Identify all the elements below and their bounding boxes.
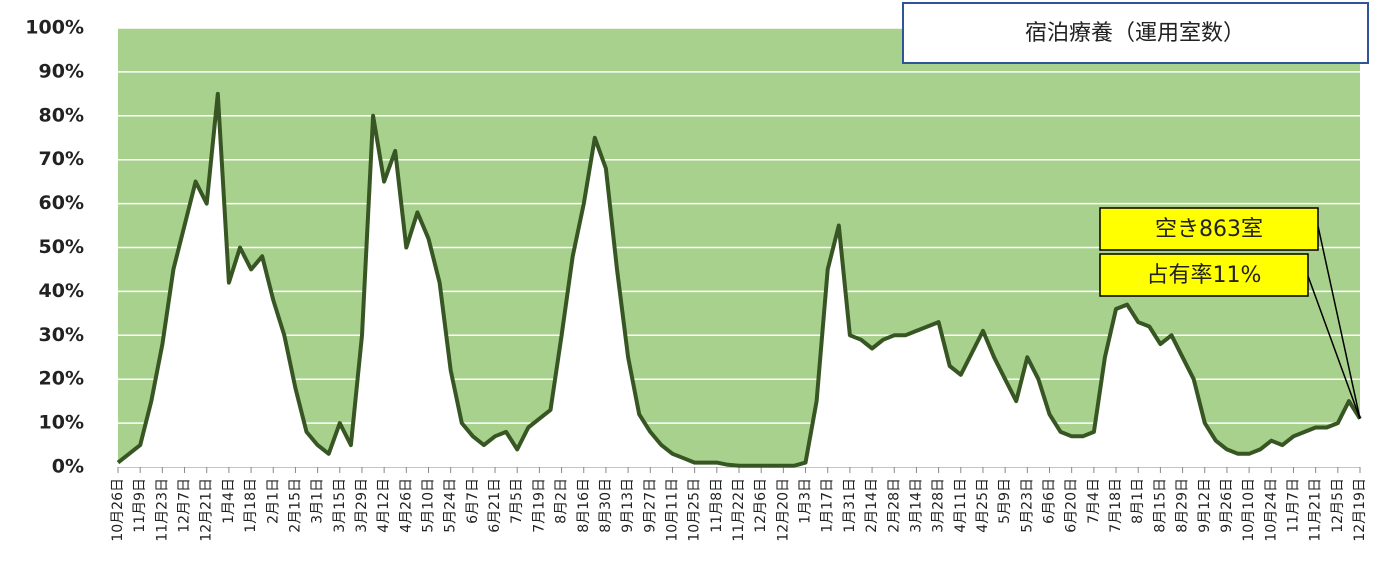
- leader-line: [1307, 275, 1361, 419]
- x-tick-label: 12月6日: [753, 478, 769, 533]
- x-tick-label: 6月6日: [1042, 478, 1058, 524]
- y-tick-label: 30%: [39, 324, 84, 346]
- x-tick-label: 3月14日: [908, 478, 924, 533]
- y-tick-label: 50%: [39, 236, 84, 258]
- y-tick-label: 90%: [39, 60, 84, 82]
- x-tick-label: 5月9日: [997, 478, 1013, 524]
- y-tick-label: 0%: [52, 456, 84, 478]
- x-tick-label: 6月7日: [465, 478, 481, 524]
- x-tick-label: 10月25日: [687, 478, 703, 542]
- chart-title: 宿泊療養（運用室数）: [1025, 21, 1245, 46]
- x-tick-label: 12月19日: [1352, 478, 1368, 542]
- y-tick-label: 60%: [39, 192, 84, 214]
- x-tick-label: 1月31日: [842, 478, 858, 533]
- x-tick-label: 12月5日: [1330, 478, 1346, 533]
- x-tick-label: 9月13日: [620, 478, 636, 533]
- x-tick-label: 8月2日: [554, 478, 570, 524]
- y-tick-label: 100%: [25, 17, 84, 39]
- x-tick-label: 1月3日: [798, 478, 814, 524]
- x-tick-label: 2月15日: [287, 478, 303, 533]
- x-tick-label: 7月19日: [531, 478, 547, 533]
- x-tick-label: 4月12日: [376, 478, 392, 533]
- y-tick-label: 20%: [39, 368, 84, 390]
- x-tick-label: 2月14日: [864, 478, 880, 533]
- x-tick-label: 9月27日: [642, 478, 658, 533]
- y-tick-label: 40%: [39, 280, 84, 302]
- x-tick-label: 12月20日: [775, 478, 791, 542]
- x-tick-label: 5月24日: [443, 478, 459, 533]
- x-tick-label: 5月23日: [1019, 478, 1035, 533]
- x-tick-label: 12月21日: [199, 478, 215, 542]
- x-tick-label: 10月24日: [1263, 478, 1279, 542]
- annotation: 空き863室: [1155, 217, 1263, 242]
- x-tick-label: 1月17日: [820, 478, 836, 533]
- area-fill: [118, 93, 1360, 468]
- annotation: 占有率11%: [1147, 263, 1262, 288]
- x-tick-label: 10月11日: [664, 478, 680, 542]
- x-tick-label: 7月4日: [1086, 478, 1102, 524]
- title-box: [902, 2, 1369, 64]
- x-tick-label: 1月4日: [221, 478, 237, 524]
- x-tick-label: 5月10日: [421, 478, 437, 533]
- annotation-box: [1099, 207, 1319, 251]
- x-tick-label: 8月16日: [576, 478, 592, 533]
- x-tick-label: 7月5日: [509, 478, 525, 524]
- x-tick-label: 6月21日: [487, 478, 503, 533]
- x-tick-label: 11月7日: [1285, 478, 1301, 533]
- x-tick-label: 11月23日: [154, 478, 170, 542]
- x-tick-label: 2月1日: [265, 478, 281, 524]
- y-tick-label: 70%: [39, 148, 84, 170]
- x-tick-label: 11月8日: [709, 478, 725, 533]
- x-tick-label: 9月26日: [1219, 478, 1235, 533]
- y-tick-label: 10%: [39, 412, 84, 434]
- x-tick-label: 10月26日: [110, 478, 126, 542]
- x-tick-label: 1月18日: [243, 478, 259, 533]
- x-tick-label: 4月26日: [398, 478, 414, 533]
- x-tick-label: 8月1日: [1130, 478, 1146, 524]
- x-tick-label: 10月10日: [1241, 478, 1257, 542]
- x-tick-label: 2月28日: [886, 478, 902, 533]
- leader-line: [1317, 225, 1361, 419]
- series-line: [116, 91, 1362, 468]
- x-tick-label: 3月29日: [354, 478, 370, 533]
- x-tick-label: 12月7日: [177, 478, 193, 533]
- x-tick-label: 6月20日: [1064, 478, 1080, 533]
- x-tick-label: 9月12日: [1197, 478, 1213, 533]
- x-tick-label: 7月18日: [1108, 478, 1124, 533]
- x-tick-label: 11月21日: [1308, 478, 1324, 542]
- x-tick-label: 3月1日: [310, 478, 326, 524]
- x-tick-label: 4月25日: [975, 478, 991, 533]
- y-tick-label: 80%: [39, 104, 84, 126]
- x-tick-label: 11月22日: [731, 478, 747, 542]
- x-tick-label: 8月15日: [1152, 478, 1168, 533]
- x-tick-label: 8月30日: [598, 478, 614, 533]
- x-tick-label: 3月28日: [931, 478, 947, 533]
- annotation-box: [1099, 253, 1309, 297]
- x-tick-label: 3月15日: [332, 478, 348, 533]
- x-tick-label: 11月9日: [132, 478, 148, 533]
- x-tick-label: 8月29日: [1175, 478, 1191, 533]
- x-tick-label: 4月11日: [953, 478, 969, 533]
